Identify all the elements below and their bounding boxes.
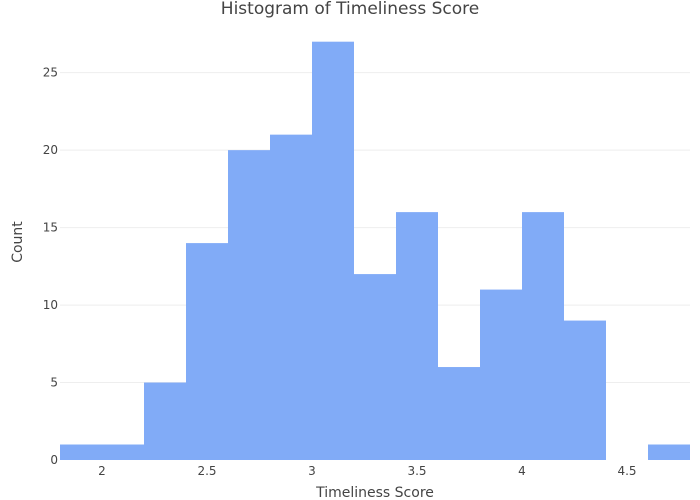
histogram-bar [102,444,144,460]
y-tick-label: 20 [43,143,58,157]
histogram-bar [144,382,186,460]
x-tick-labels: 2 2.5 3 3.5 4 4.5 [98,464,636,478]
histogram-bar [228,150,270,460]
x-tick-label: 3.5 [407,464,426,478]
y-tick-label: 25 [43,66,58,80]
y-axis-title: Count [10,221,26,263]
y-tick-label: 15 [43,221,58,235]
y-tick-labels: 0 5 10 15 20 25 [43,66,58,467]
histogram-bar [312,41,354,461]
x-tick-label: 3 [308,464,316,478]
histogram-bar [354,274,396,460]
histogram-bars [60,41,690,461]
x-tick-label: 4.5 [617,464,636,478]
x-axis-title: Timeliness Score [315,485,434,500]
chart-title: Histogram of Timeliness Score [221,0,479,19]
x-tick-label: 2.5 [197,464,216,478]
histogram-bar [186,243,228,460]
histogram-bar [60,444,102,460]
histogram-bar [480,289,522,460]
histogram-bar [648,444,690,460]
histogram-bar [396,212,438,460]
y-tick-label: 5 [50,376,58,390]
x-tick-label: 2 [98,464,106,478]
histogram-bar [270,134,312,460]
x-tick-label: 4 [518,464,526,478]
histogram-bar [564,320,606,460]
histogram-bar [522,212,564,460]
y-tick-label: 10 [43,298,58,312]
histogram-bar [438,367,480,460]
y-tick-label: 0 [50,453,58,467]
